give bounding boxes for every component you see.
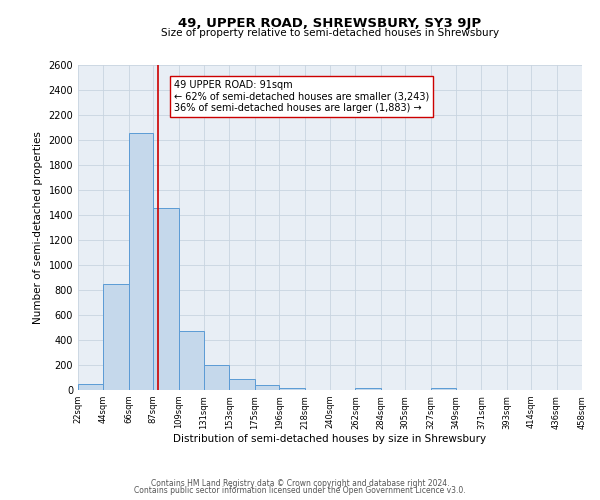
Text: Contains public sector information licensed under the Open Government Licence v3: Contains public sector information licen… [134, 486, 466, 495]
Bar [255, 385, 279, 390]
Bar [153, 208, 179, 390]
Bar [431, 388, 456, 390]
Bar [204, 365, 229, 390]
Bar [179, 331, 204, 390]
Text: 49, UPPER ROAD, SHREWSBURY, SY3 9JP: 49, UPPER ROAD, SHREWSBURY, SY3 9JP [178, 18, 482, 30]
Text: Contains HM Land Registry data © Crown copyright and database right 2024.: Contains HM Land Registry data © Crown c… [151, 478, 449, 488]
Text: 49 UPPER ROAD: 91sqm
← 62% of semi-detached houses are smaller (3,243)
36% of se: 49 UPPER ROAD: 91sqm ← 62% of semi-detac… [174, 80, 429, 113]
Bar [279, 388, 305, 390]
Y-axis label: Number of semi-detached properties: Number of semi-detached properties [33, 131, 43, 324]
Text: Size of property relative to semi-detached houses in Shrewsbury: Size of property relative to semi-detach… [161, 28, 499, 38]
X-axis label: Distribution of semi-detached houses by size in Shrewsbury: Distribution of semi-detached houses by … [173, 434, 487, 444]
Bar [103, 284, 129, 390]
Bar [355, 388, 381, 390]
Bar [78, 384, 103, 390]
Bar [229, 379, 255, 390]
Bar [129, 132, 153, 390]
